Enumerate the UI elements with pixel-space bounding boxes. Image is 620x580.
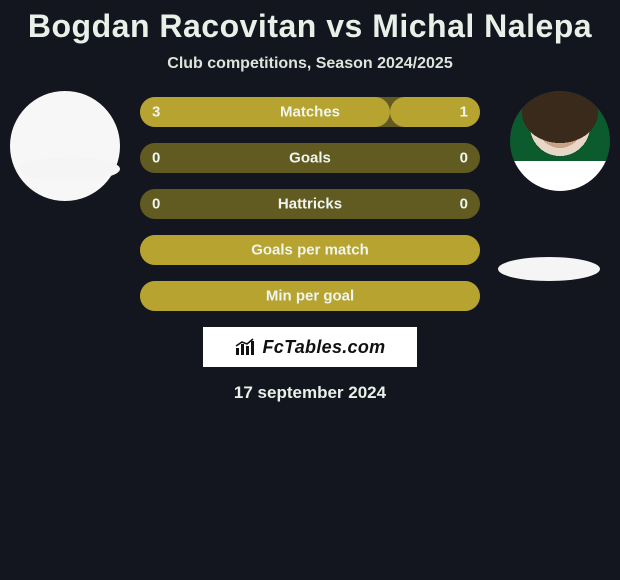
stat-label: Min per goal <box>140 288 480 305</box>
stat-row: Goals per match <box>140 235 480 265</box>
player-left-avatar <box>10 91 120 201</box>
stat-value-left: 3 <box>152 104 160 121</box>
page-subtitle: Club competitions, Season 2024/2025 <box>0 55 620 73</box>
stat-label: Hattricks <box>140 196 480 213</box>
player-right-name-placeholder <box>498 257 600 281</box>
stat-row: Min per goal <box>140 281 480 311</box>
watermark: FcTables.com <box>203 327 417 367</box>
watermark-text: FcTables.com <box>263 337 386 358</box>
stat-value-left: 0 <box>152 196 160 213</box>
stat-row: Goals0 0 <box>140 143 480 173</box>
page-title: Bogdan Racovitan vs Michal Nalepa <box>0 0 620 45</box>
stat-row: Matches3 1 <box>140 97 480 127</box>
stat-label: Goals <box>140 150 480 167</box>
player-right-avatar <box>510 91 610 191</box>
date-text: 17 september 2024 <box>10 383 610 403</box>
stat-bars: Matches31Goals00Hattricks00Goals per mat… <box>140 97 480 311</box>
stat-label: Matches <box>140 104 480 121</box>
stat-value-right: 0 <box>460 196 468 213</box>
stat-row: Hattricks0 0 <box>140 189 480 219</box>
stat-value-right: 0 <box>460 150 468 167</box>
stat-value-left: 0 <box>152 150 160 167</box>
comparison-area: Matches31Goals00Hattricks00Goals per mat… <box>0 97 620 403</box>
player-left-name-placeholder <box>20 157 120 181</box>
stat-label: Goals per match <box>140 242 480 259</box>
stat-value-right: 1 <box>460 104 468 121</box>
chart-icon <box>235 338 257 356</box>
